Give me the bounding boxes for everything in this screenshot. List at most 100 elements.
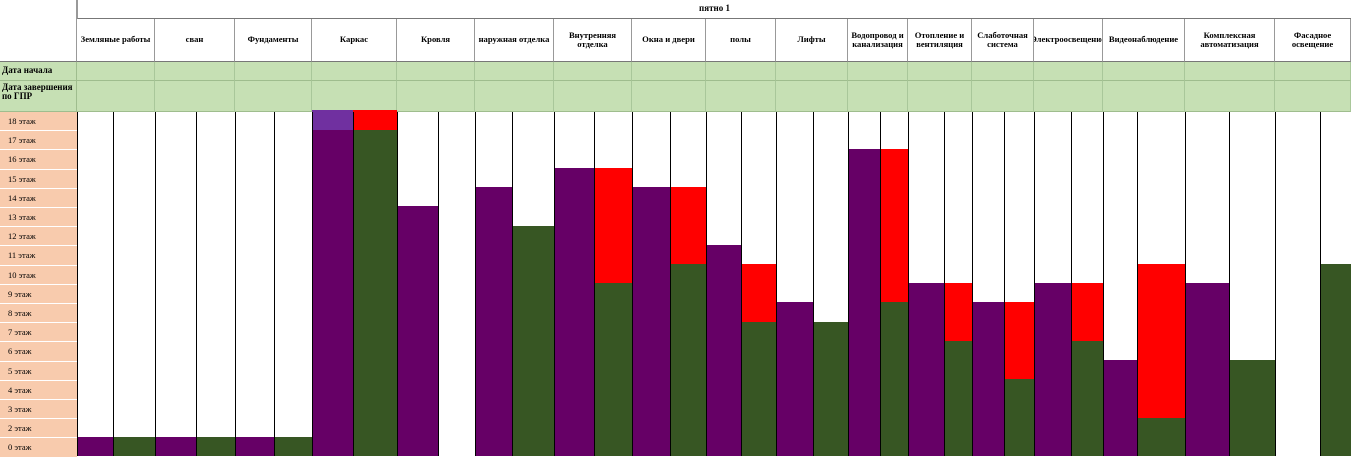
floor-label: 8 этаж — [0, 304, 77, 324]
actual-bar — [813, 321, 848, 456]
start-date-cell[interactable] — [1275, 62, 1351, 81]
plan-bar — [706, 244, 741, 456]
plan-bar — [1185, 283, 1229, 456]
floor-label: 17 этаж — [0, 131, 77, 151]
start-date-cell[interactable] — [475, 62, 554, 81]
start-date-cell[interactable] — [1185, 62, 1275, 81]
plan-bar — [155, 436, 196, 456]
column-divider — [274, 112, 275, 456]
floor-label: 9 этаж — [0, 284, 77, 304]
column-divider — [741, 112, 742, 456]
start-date-cell[interactable] — [554, 62, 632, 81]
actual-bar — [353, 129, 397, 456]
start-date-cell[interactable] — [397, 62, 475, 81]
lag-bar — [353, 110, 397, 130]
lag-bar — [1137, 264, 1185, 418]
actual-bar — [196, 436, 235, 456]
column-divider — [706, 112, 707, 456]
column-divider — [944, 112, 945, 456]
category-header: Водопровод и канализация — [848, 19, 908, 62]
category-header: Лифты — [776, 19, 848, 62]
end-date-cell[interactable] — [848, 81, 908, 112]
category-header: Каркас — [312, 19, 397, 62]
actual-bar — [1320, 264, 1351, 456]
plan-bar — [632, 187, 670, 456]
end-date-cell[interactable] — [235, 81, 312, 112]
end-date-cell[interactable] — [155, 81, 235, 112]
category-header: Слаботочная система — [972, 19, 1034, 62]
floor-label: 13 этаж — [0, 208, 77, 228]
floor-label: 2 этаж — [0, 419, 77, 439]
column-divider — [196, 112, 197, 456]
plan-partial-bar — [312, 110, 353, 130]
end-date-cell[interactable] — [554, 81, 632, 112]
end-date-cell[interactable] — [397, 81, 475, 112]
category-header: сван — [155, 19, 235, 62]
lag-bar — [594, 168, 632, 284]
category-header: Электроосвещение — [1034, 19, 1103, 62]
category-header: Фундаменты — [235, 19, 312, 62]
end-date-cell[interactable] — [1034, 81, 1103, 112]
column-divider — [880, 112, 881, 456]
floor-label: 3 этаж — [0, 400, 77, 420]
start-date-cell[interactable] — [776, 62, 848, 81]
start-date-cell[interactable] — [848, 62, 908, 81]
actual-bar — [1229, 360, 1275, 456]
column-divider — [554, 112, 555, 456]
floor-label: 11 этаж — [0, 246, 77, 266]
end-date-cell[interactable] — [475, 81, 554, 112]
start-date-cell[interactable] — [1103, 62, 1185, 81]
column-divider — [813, 112, 814, 456]
end-date-cell[interactable] — [1103, 81, 1185, 112]
sheet-title: пятно 1 — [77, 0, 1351, 19]
end-date-cell[interactable] — [632, 81, 706, 112]
column-divider — [848, 112, 849, 456]
start-date-label: Дата начала — [0, 62, 77, 81]
column-divider — [1004, 112, 1005, 456]
column-divider — [438, 112, 439, 456]
actual-bar — [594, 283, 632, 456]
column-divider — [594, 112, 595, 456]
end-date-cell[interactable] — [1275, 81, 1351, 112]
floor-label: 16 этаж — [0, 150, 77, 170]
end-date-label: Дата завершения по ГПР — [0, 81, 77, 112]
column-divider — [235, 112, 236, 456]
column-divider — [972, 112, 973, 456]
column-divider — [1137, 112, 1138, 456]
start-date-cell[interactable] — [706, 62, 776, 81]
column-divider — [1071, 112, 1072, 456]
start-date-cell[interactable] — [1034, 62, 1103, 81]
start-date-cell[interactable] — [312, 62, 397, 81]
category-header: Внутренняя отделка — [554, 19, 632, 62]
end-date-cell[interactable] — [972, 81, 1034, 112]
plan-bar — [776, 302, 813, 456]
category-header: наружная отделка — [475, 19, 554, 62]
floor-label: 5 этаж — [0, 361, 77, 381]
start-date-cell[interactable] — [632, 62, 706, 81]
column-divider — [353, 112, 354, 456]
start-date-cell[interactable] — [235, 62, 312, 81]
end-date-cell[interactable] — [776, 81, 848, 112]
end-date-cell[interactable] — [1185, 81, 1275, 112]
plan-bar — [312, 129, 353, 456]
actual-bar — [670, 264, 706, 456]
end-date-cell[interactable] — [312, 81, 397, 112]
category-header: полы — [706, 19, 776, 62]
start-date-cell[interactable] — [972, 62, 1034, 81]
end-date-cell[interactable] — [706, 81, 776, 112]
end-date-cell[interactable] — [77, 81, 155, 112]
header-corner-cell — [0, 0, 77, 62]
lag-bar — [944, 283, 972, 341]
column-divider — [1229, 112, 1230, 456]
actual-bar — [880, 302, 908, 456]
column-divider — [512, 112, 513, 456]
end-date-cell[interactable] — [908, 81, 972, 112]
start-date-cell[interactable] — [908, 62, 972, 81]
column-divider — [77, 112, 78, 456]
column-divider — [1103, 112, 1104, 456]
lag-bar — [880, 148, 908, 303]
start-date-cell[interactable] — [155, 62, 235, 81]
start-date-cell[interactable] — [77, 62, 155, 81]
category-header: Фасадное освещение — [1275, 19, 1351, 62]
